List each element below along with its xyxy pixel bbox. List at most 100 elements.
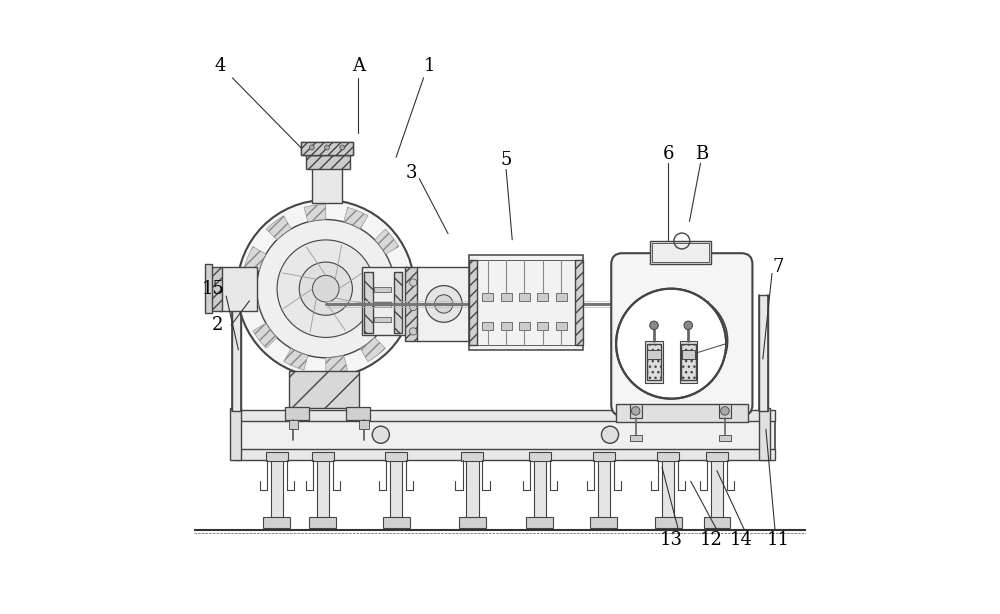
- Circle shape: [277, 240, 375, 338]
- Bar: [590, 517, 617, 528]
- Circle shape: [340, 145, 345, 150]
- Bar: [362, 267, 408, 335]
- Bar: [210, 266, 222, 311]
- Bar: [575, 260, 583, 345]
- Text: 6: 6: [662, 145, 674, 163]
- Polygon shape: [360, 338, 385, 362]
- Text: B: B: [695, 145, 708, 163]
- Bar: [711, 460, 723, 518]
- Circle shape: [616, 289, 726, 398]
- Circle shape: [664, 322, 700, 359]
- Circle shape: [425, 286, 462, 322]
- Bar: [232, 270, 241, 411]
- Bar: [374, 287, 391, 292]
- Circle shape: [309, 145, 314, 150]
- Polygon shape: [284, 349, 308, 370]
- Bar: [385, 453, 407, 461]
- Bar: [759, 408, 770, 460]
- Bar: [556, 322, 567, 330]
- Bar: [647, 350, 661, 359]
- Bar: [630, 435, 642, 441]
- Bar: [630, 403, 642, 418]
- Circle shape: [299, 262, 352, 315]
- Bar: [616, 403, 748, 422]
- Circle shape: [313, 275, 339, 302]
- Bar: [234, 449, 775, 460]
- Bar: [680, 341, 697, 383]
- Bar: [519, 322, 530, 330]
- Bar: [390, 460, 402, 518]
- Bar: [482, 293, 493, 301]
- Bar: [645, 341, 663, 383]
- Bar: [652, 243, 709, 262]
- Bar: [519, 293, 530, 301]
- Circle shape: [325, 145, 329, 150]
- Bar: [469, 260, 477, 345]
- Bar: [374, 317, 391, 322]
- Bar: [529, 453, 551, 461]
- Bar: [662, 460, 674, 518]
- Bar: [306, 155, 350, 169]
- Circle shape: [650, 321, 658, 330]
- Text: A: A: [352, 56, 365, 74]
- Bar: [466, 460, 479, 518]
- Bar: [719, 403, 731, 418]
- Circle shape: [410, 279, 417, 286]
- Polygon shape: [304, 204, 326, 222]
- Bar: [289, 420, 298, 429]
- Text: 14: 14: [730, 532, 753, 550]
- Circle shape: [721, 406, 729, 415]
- Bar: [312, 453, 334, 461]
- Bar: [655, 517, 682, 528]
- Bar: [234, 410, 775, 421]
- Bar: [526, 517, 553, 528]
- Bar: [501, 293, 512, 301]
- Text: 7: 7: [772, 258, 784, 276]
- Bar: [374, 302, 391, 307]
- Bar: [501, 322, 512, 330]
- Polygon shape: [253, 323, 277, 348]
- Bar: [656, 301, 708, 335]
- Text: 12: 12: [699, 532, 722, 550]
- Bar: [681, 344, 696, 380]
- Text: 5: 5: [500, 151, 512, 169]
- Text: 11: 11: [767, 532, 790, 550]
- Polygon shape: [266, 216, 291, 240]
- Bar: [346, 406, 370, 420]
- Bar: [650, 241, 711, 264]
- Bar: [469, 255, 583, 350]
- Bar: [537, 322, 548, 330]
- Text: 3: 3: [406, 163, 417, 182]
- Circle shape: [631, 406, 640, 415]
- Bar: [263, 517, 290, 528]
- Bar: [220, 266, 257, 311]
- Bar: [537, 293, 548, 301]
- Bar: [706, 453, 728, 461]
- Bar: [312, 166, 342, 203]
- Bar: [289, 371, 359, 408]
- Text: 15: 15: [201, 279, 224, 298]
- Circle shape: [601, 426, 619, 443]
- Polygon shape: [244, 247, 266, 271]
- Bar: [473, 260, 579, 345]
- Bar: [534, 460, 546, 518]
- Polygon shape: [344, 208, 368, 229]
- Polygon shape: [242, 289, 259, 311]
- Circle shape: [649, 308, 715, 374]
- Circle shape: [435, 295, 453, 313]
- Bar: [759, 295, 768, 411]
- Bar: [309, 517, 336, 528]
- Polygon shape: [386, 306, 407, 331]
- Bar: [205, 264, 212, 313]
- FancyBboxPatch shape: [611, 253, 752, 416]
- Bar: [598, 460, 610, 518]
- Bar: [383, 517, 410, 528]
- Bar: [405, 267, 419, 341]
- Bar: [459, 517, 486, 528]
- Polygon shape: [375, 229, 399, 254]
- Bar: [301, 142, 353, 155]
- Bar: [364, 271, 373, 333]
- Polygon shape: [326, 356, 348, 373]
- Text: 13: 13: [660, 532, 683, 550]
- Text: 1: 1: [424, 56, 435, 74]
